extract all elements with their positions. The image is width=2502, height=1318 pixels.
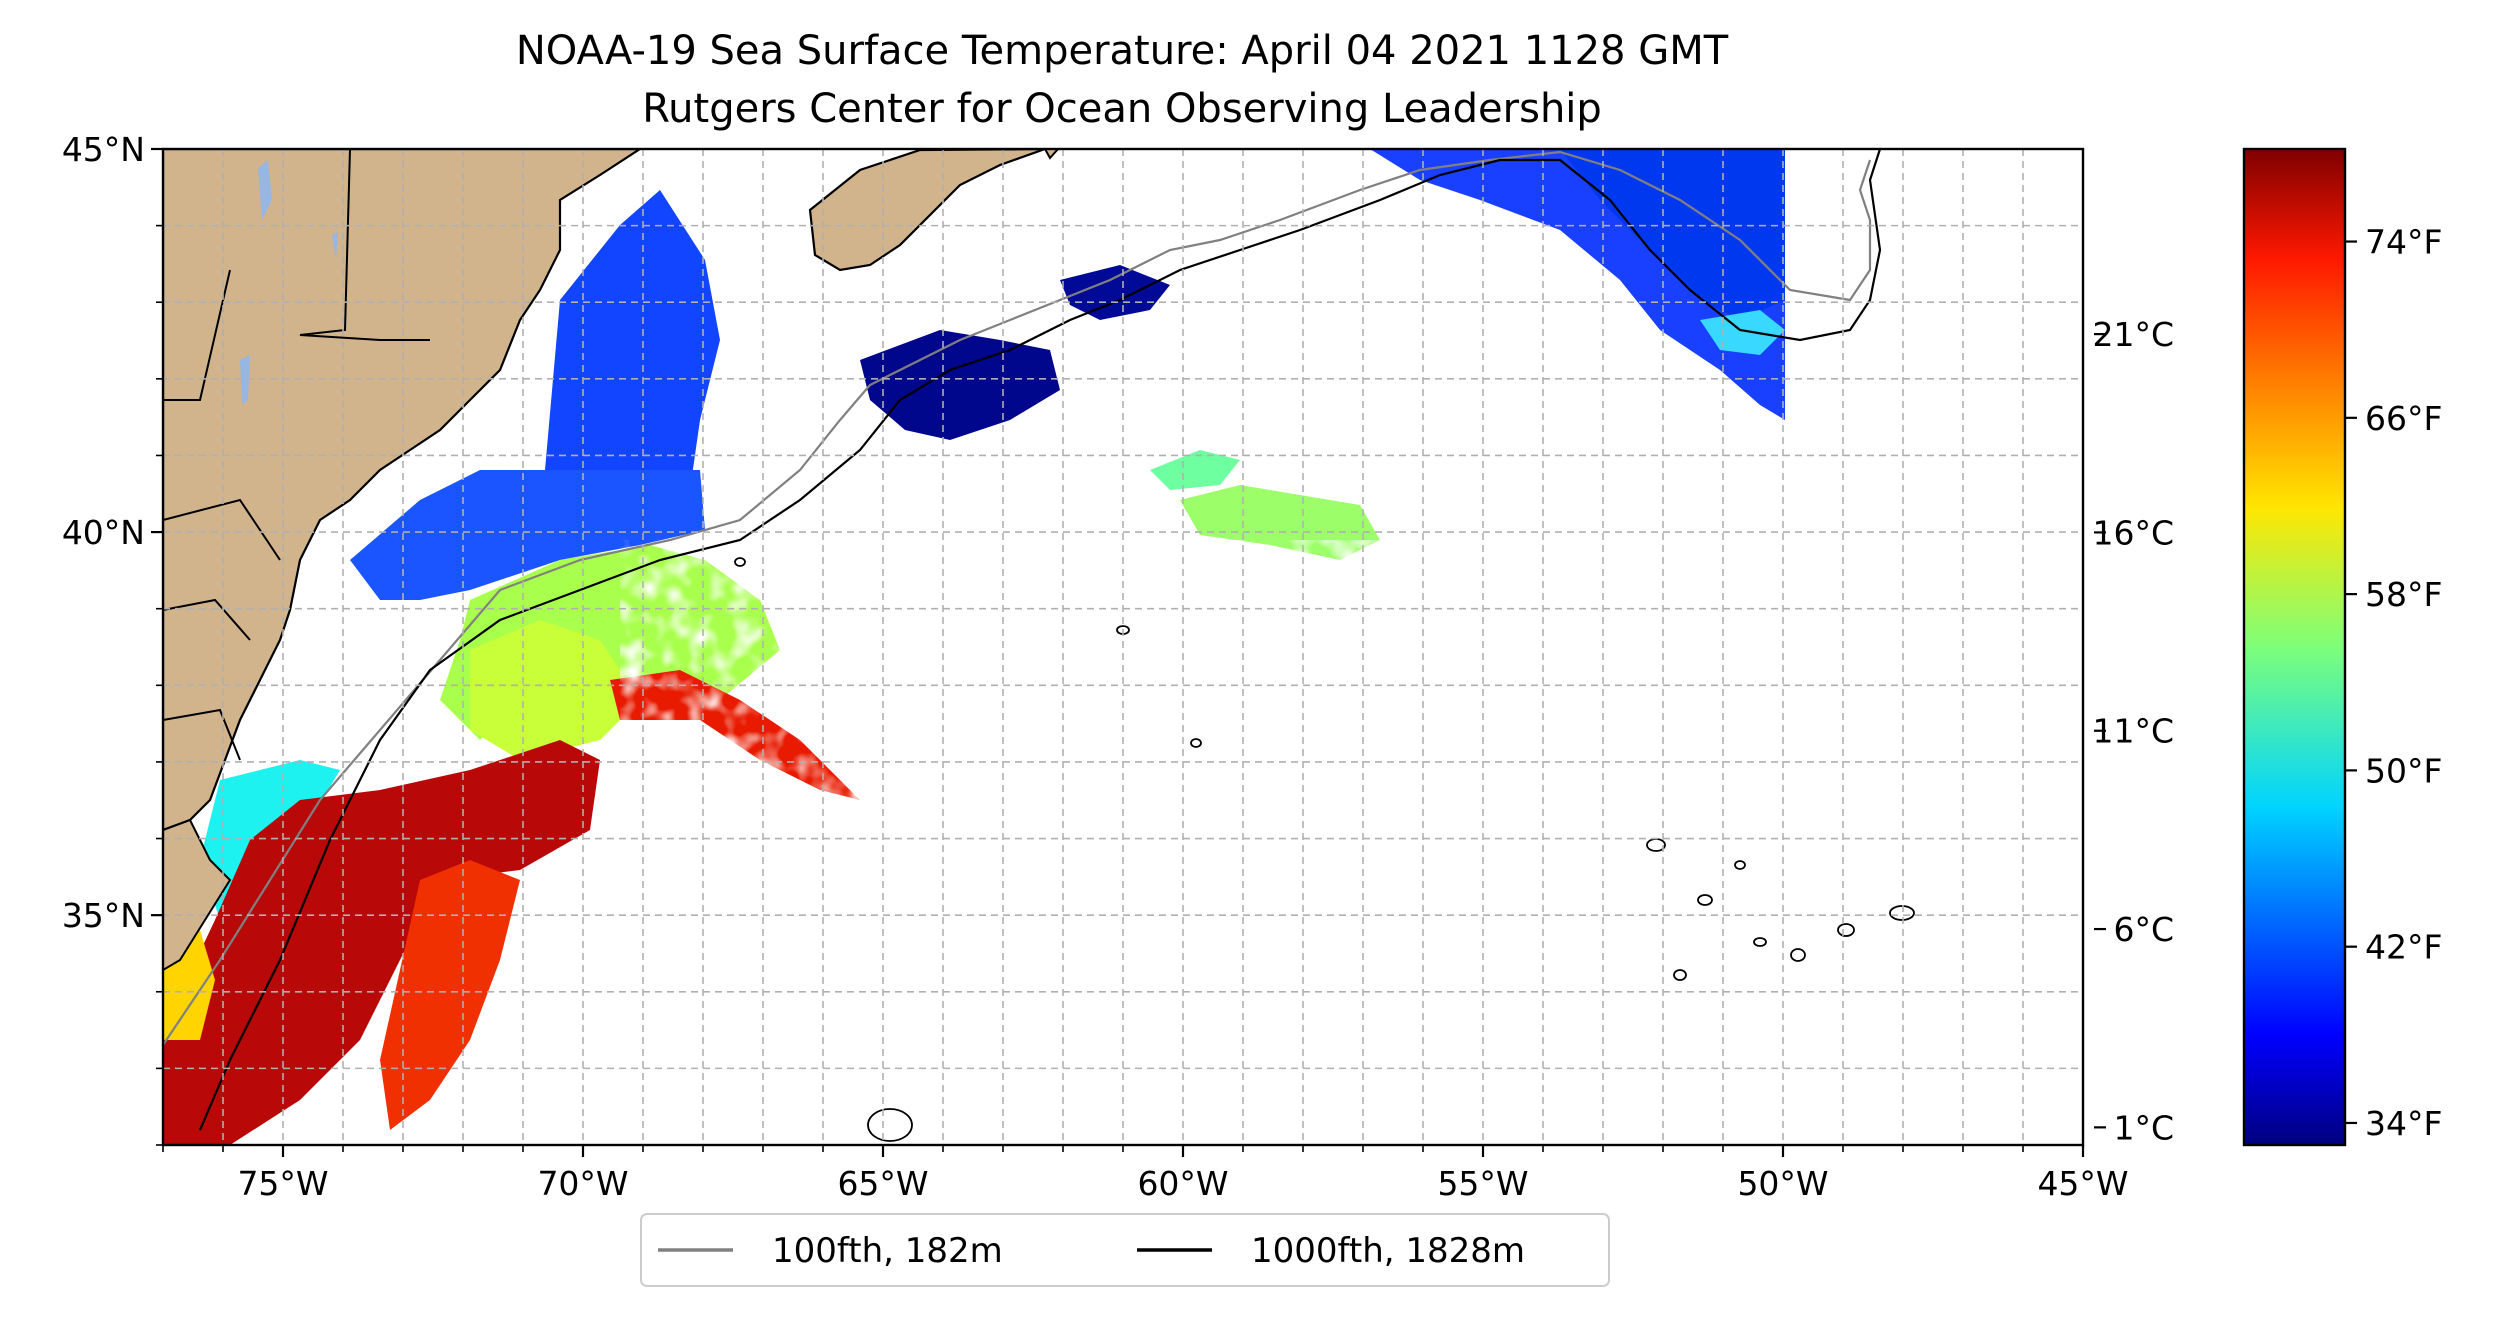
- seamounts: [734, 557, 1915, 1142]
- land-nova-scotia: [808, 149, 1046, 272]
- map-axes: 75°W 70°W 65°W 60°W 55°W 50°W 45°W 45°N 40°N 35°N: [62, 130, 2129, 1203]
- colorbar-c-label: 16°C: [2092, 513, 2174, 552]
- lon-tick-label: 65°W: [837, 1164, 928, 1203]
- graticule: [163, 149, 2083, 1145]
- colorbar-f-label: 58°F: [2365, 575, 2442, 614]
- sst-cold-shelf: [350, 470, 705, 600]
- lon-tick-label: 50°W: [1737, 1164, 1828, 1203]
- lat-tick-label: 35°N: [62, 896, 145, 935]
- sst-warm-offshore: [620, 540, 1590, 1140]
- colorbar-f-label: 66°F: [2365, 399, 2442, 438]
- land-newfoundland-edge: [1043, 149, 1060, 160]
- colorbar-f-label: 50°F: [2365, 751, 2442, 790]
- sst-red-band: [610, 670, 860, 800]
- sst-cold-north-patch: [860, 330, 1060, 440]
- sst-hot-gulf-stream: [163, 740, 600, 1145]
- sst-cold-north-patch-2: [1060, 265, 1170, 320]
- sst-field: [163, 149, 1785, 1145]
- sst-red-warm-edge: [380, 860, 520, 1130]
- lon-tick-label: 75°W: [237, 1164, 328, 1203]
- colorbar-c-label: 1°C: [2113, 1108, 2174, 1147]
- sst-mild-north: [1180, 485, 1380, 560]
- title-line-1: NOAA-19 Sea Surface Temperature: April 0…: [516, 28, 1729, 74]
- colorbar-ticks: 74°F 66°F 58°F 50°F 42°F 34°F 21°C 16°C 11°C 6°C 1…: [2092, 223, 2442, 1148]
- state-borders: [163, 149, 430, 761]
- lon-tick-label: 70°W: [537, 1164, 628, 1203]
- colorbar-c-label: 6°C: [2113, 910, 2174, 949]
- colorbar-gradient: [2242, 147, 2347, 1147]
- colorbar-f-label: 74°F: [2365, 223, 2442, 262]
- colorbar-c-label: 11°C: [2092, 712, 2174, 751]
- lat-tick-label: 45°N: [62, 130, 145, 169]
- lon-tick-label: 60°W: [1137, 1164, 1228, 1203]
- legend-label-100fth: 100fth, 182m: [772, 1231, 1003, 1271]
- legend-box: [640, 1213, 1610, 1287]
- title-line-2: Rutgers Center for Ocean Observing Leade…: [642, 86, 1602, 132]
- lon-tick-label: 55°W: [1437, 1164, 1528, 1203]
- sst-teal-patch: [1700, 310, 1785, 355]
- colorbar: 74°F 66°F 58°F 50°F 42°F 34°F 21°C 16°C 11°C 6°C 1…: [2092, 147, 2442, 1148]
- colorbar-f-label: 34°F: [2365, 1104, 2442, 1143]
- land-outer-banks: [163, 818, 232, 972]
- bathymetry-contours: [163, 149, 1915, 1142]
- colorbar-c-label: 21°C: [2092, 315, 2174, 354]
- sst-mild-slope-2: [470, 620, 640, 760]
- map-panel: [163, 149, 2083, 1145]
- contour-1000fth: [198, 149, 1882, 1131]
- sst-cold-gulf-of-maine: [545, 190, 720, 520]
- contour-100fth: [163, 150, 1872, 1046]
- sst-cold-nova-scotia: [1560, 149, 1785, 320]
- bathymetry-legend: 100fth, 182m 1000fth, 1828m: [640, 1213, 1610, 1287]
- colorbar-f-label: 42°F: [2365, 928, 2442, 967]
- lat-tick-label: 40°N: [62, 513, 145, 552]
- legend-label-1000fth: 1000fth, 1828m: [1251, 1231, 1525, 1271]
- lon-tick-label: 45°W: [2037, 1164, 2128, 1203]
- lakes: [240, 160, 338, 405]
- sst-mild-northeast: [1150, 450, 1240, 490]
